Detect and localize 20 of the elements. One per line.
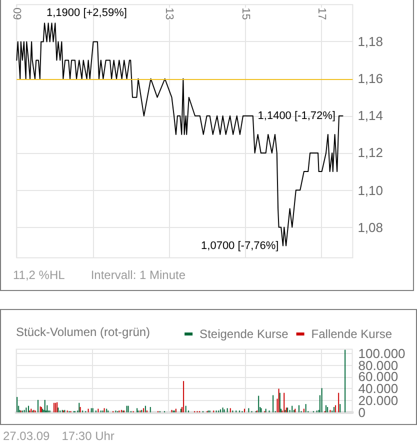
annotation: 1,1900 [+2,59%] <box>46 7 127 20</box>
x-tick-label: 17 <box>315 8 328 20</box>
y-tick-label: 1,10 <box>358 182 383 198</box>
y-tick-label: 1,18 <box>358 34 383 50</box>
annotation: 1,1400 [-1,72%] <box>258 110 336 122</box>
x-tick-label: 15 <box>239 8 252 20</box>
legend-label: Steigende Kurse <box>200 327 289 341</box>
chart-title: Stück-Volumen (rot-grün) <box>16 325 150 339</box>
text: 11,2 %HL <box>13 268 65 282</box>
x-tick-label: 13 <box>163 8 176 20</box>
text: 27.03.09 <box>3 429 50 443</box>
y-tick-label: 1,14 <box>358 108 383 124</box>
y-tick-label: 1,16 <box>358 71 383 86</box>
legend-label: Fallende Kurse <box>311 327 392 341</box>
x-tick-label: 09 <box>10 8 23 20</box>
y-tick-label: 1,08 <box>358 220 383 235</box>
y-tick-label: 1,12 <box>358 145 383 160</box>
annotation: 1,0700 [-7,76%] <box>201 240 279 252</box>
text: 17:30 Uhr <box>62 429 114 443</box>
text: Intervall: 1 Minute <box>90 268 186 282</box>
